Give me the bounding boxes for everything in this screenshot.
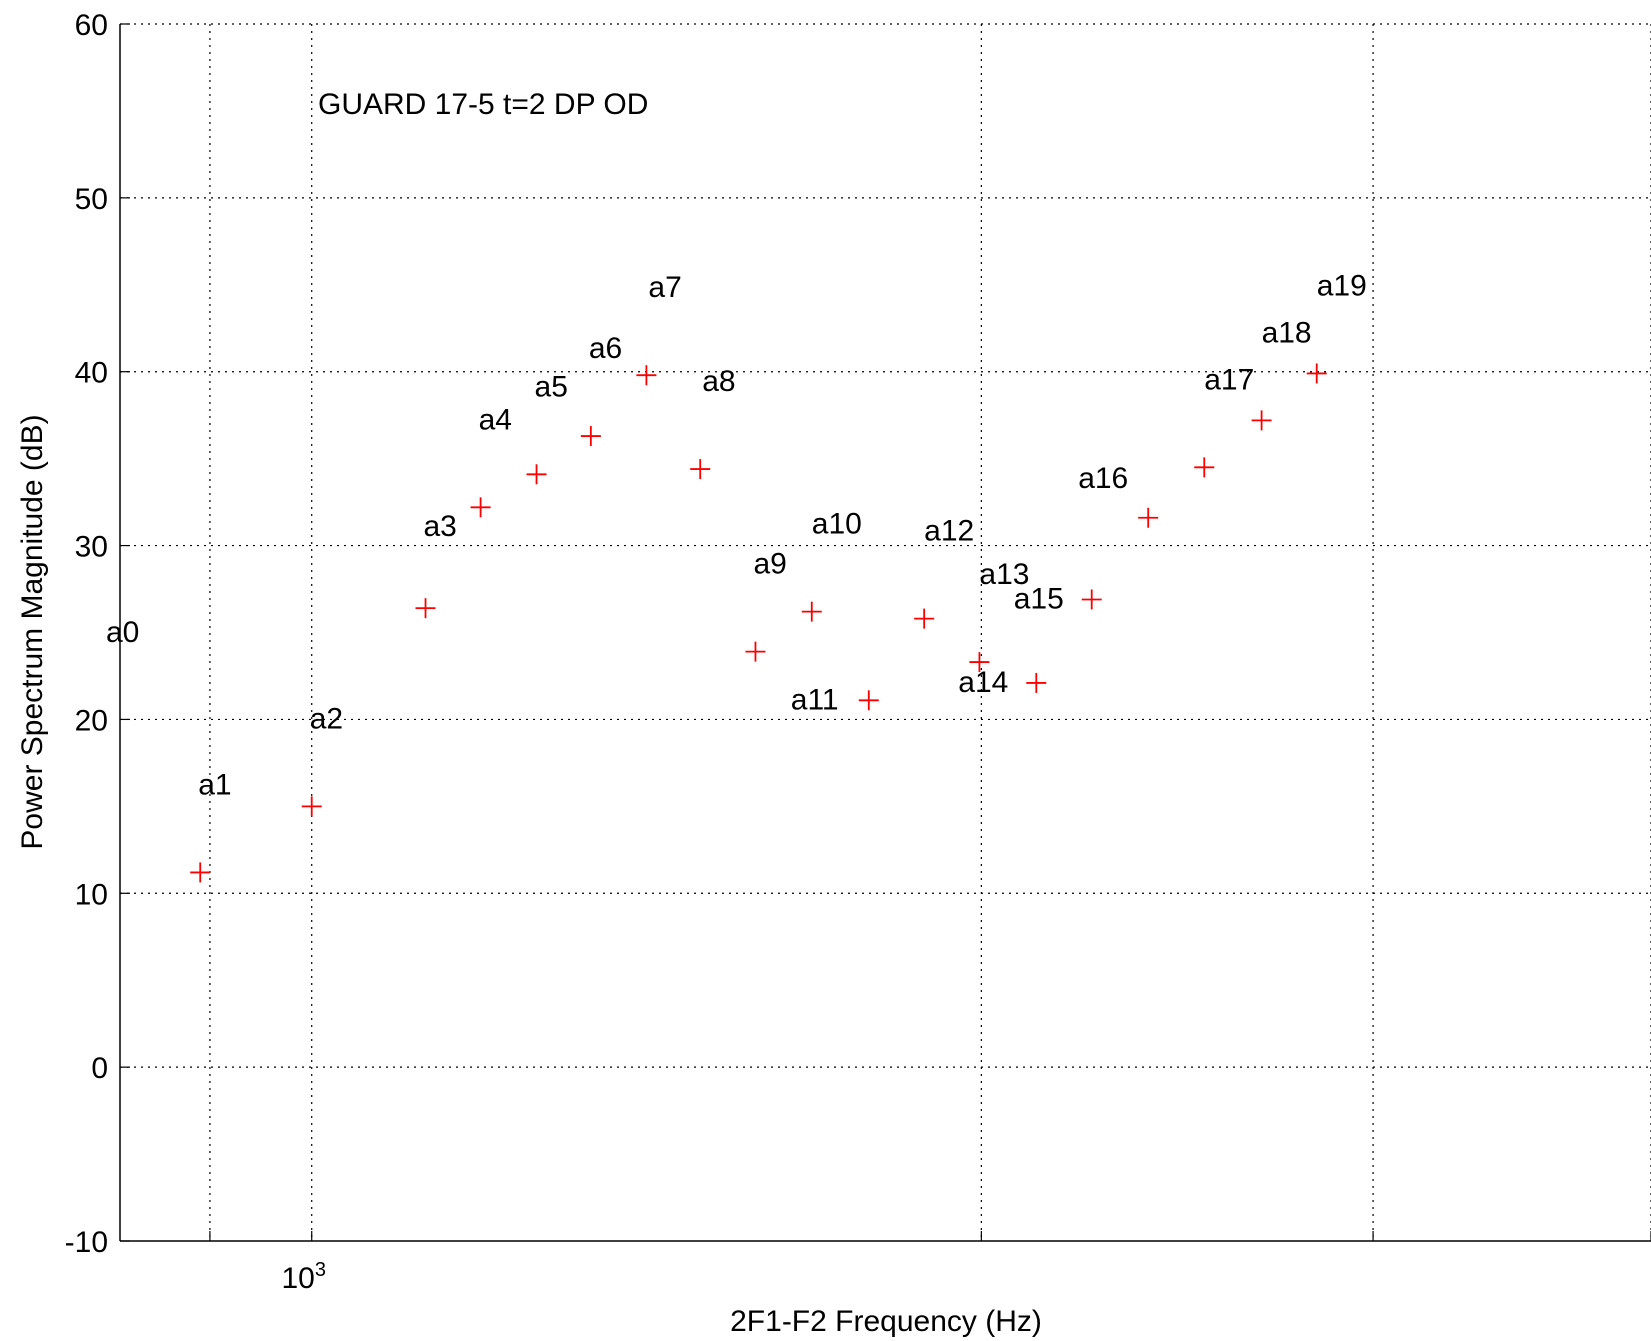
data-point-a5 xyxy=(526,464,547,485)
x-tick-labels: 103 xyxy=(281,1259,326,1295)
point-label-a17: a17 xyxy=(1204,363,1254,396)
y-tick-label: 30 xyxy=(75,531,108,564)
data-point-a12 xyxy=(914,608,935,629)
point-label-a6: a6 xyxy=(589,332,622,365)
point-label-a4: a4 xyxy=(479,403,512,436)
x-axis-title: 2F1-F2 Frequency (Hz) xyxy=(730,1305,1042,1338)
y-tick-label: 50 xyxy=(75,183,108,216)
point-label-a19: a19 xyxy=(1317,269,1367,302)
data-point-a11 xyxy=(858,690,879,711)
point-label-a13: a13 xyxy=(979,558,1029,591)
y-tick-labels: -10 0 10 20 30 40 50 60 xyxy=(65,9,108,1259)
point-label-a14: a14 xyxy=(958,666,1008,699)
grid-layer xyxy=(120,23,1651,1241)
point-label-a3: a3 xyxy=(424,510,457,543)
data-point-a4 xyxy=(470,497,491,518)
data-point-a2 xyxy=(301,796,322,817)
data-point-a10 xyxy=(801,601,822,622)
data-point-a15 xyxy=(1081,589,1102,610)
data-point-a6 xyxy=(580,426,601,447)
data-point-a9 xyxy=(745,641,766,662)
x-tick-label: 103 xyxy=(281,1259,326,1295)
point-label-a5: a5 xyxy=(535,370,568,403)
data-point-a7 xyxy=(636,365,657,386)
data-point-a18 xyxy=(1251,410,1272,431)
data-point-a19 xyxy=(1306,363,1327,384)
data-point-a17 xyxy=(1194,457,1215,478)
data-point-a1 xyxy=(190,862,211,883)
plot-background xyxy=(120,24,1651,1241)
points-layer xyxy=(190,363,1327,883)
data-point-a13 xyxy=(969,652,990,673)
data-point-a3 xyxy=(415,598,436,619)
y-tick-label: -10 xyxy=(65,1226,108,1259)
point-label-a7: a7 xyxy=(648,271,681,304)
data-point-a16 xyxy=(1138,507,1159,528)
point-label-a18: a18 xyxy=(1262,316,1312,349)
point-label-a16: a16 xyxy=(1078,462,1128,495)
y-tick-label: 60 xyxy=(75,9,108,42)
point-label-a12: a12 xyxy=(924,515,974,548)
point-label-a9: a9 xyxy=(753,548,786,581)
point-label-a1: a1 xyxy=(198,768,231,801)
point-label-a2: a2 xyxy=(310,702,343,735)
y-tick-label: 10 xyxy=(75,878,108,911)
point-label-a15: a15 xyxy=(1014,582,1064,615)
y-tick-label: 0 xyxy=(91,1052,108,1085)
y-axis-title: Power Spectrum Magnitude (dB) xyxy=(16,414,49,849)
point-label-a0: a0 xyxy=(106,616,139,649)
point-label-a10: a10 xyxy=(812,508,862,541)
data-point-a8 xyxy=(690,459,711,480)
y-tick-label: 40 xyxy=(75,357,108,390)
y-tick-label: 20 xyxy=(75,704,108,737)
point-label-a8: a8 xyxy=(702,365,735,398)
axes-layer xyxy=(119,23,1651,1242)
chart-annotation: GUARD 17-5 t=2 DP OD xyxy=(318,88,648,121)
data-point-a14 xyxy=(1026,672,1047,693)
point-label-a11: a11 xyxy=(791,683,839,716)
